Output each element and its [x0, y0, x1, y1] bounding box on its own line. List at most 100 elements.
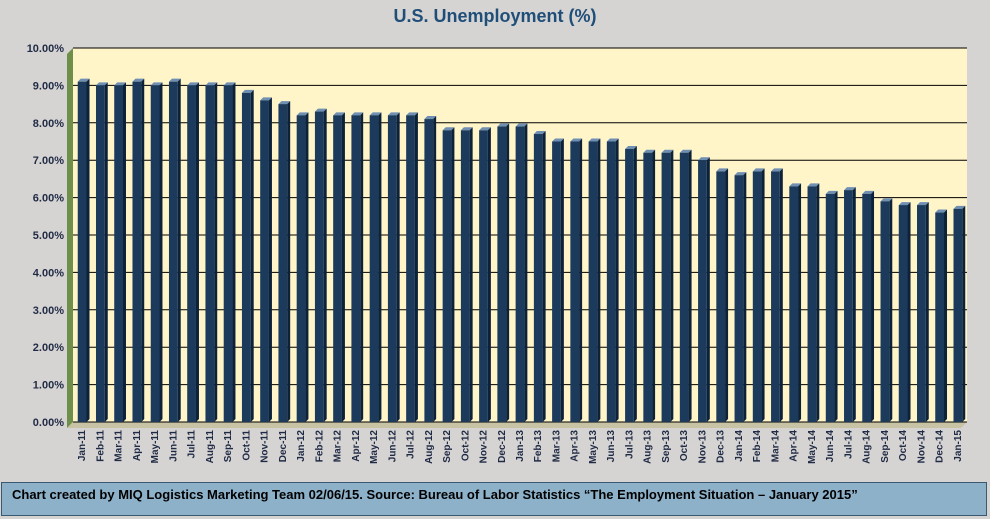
bar-front — [807, 186, 817, 422]
bar-top — [296, 112, 309, 116]
bar-side — [122, 82, 126, 423]
bar-top — [132, 78, 145, 82]
x-tick-label: Oct-14 — [898, 430, 909, 462]
x-tick-label: Jun-14 — [825, 430, 836, 463]
bar — [150, 82, 163, 423]
bar — [935, 209, 948, 422]
bar-front — [570, 141, 580, 422]
bar-side — [250, 89, 254, 422]
bar-front — [917, 205, 926, 422]
y-tick-label: 1.00% — [33, 380, 64, 392]
bar-side — [889, 198, 893, 422]
bar-side — [579, 138, 583, 422]
bar — [205, 82, 218, 423]
bar — [479, 127, 491, 422]
bar — [533, 131, 546, 422]
bar-top — [825, 190, 838, 194]
bar-front — [406, 115, 415, 422]
bar-top — [187, 82, 199, 86]
bar-top — [479, 127, 491, 131]
bar-top — [643, 149, 656, 153]
bar-front — [95, 85, 105, 423]
x-tick-label: May-12 — [369, 430, 380, 464]
bar-side — [360, 112, 364, 422]
y-tick-label: 3.00% — [33, 305, 64, 317]
x-tick-label: Dec-13 — [716, 430, 727, 463]
bar — [333, 112, 345, 422]
bar — [898, 202, 911, 422]
bar — [442, 127, 455, 422]
bar-front — [515, 126, 525, 422]
bar — [625, 145, 637, 423]
bar — [406, 112, 418, 422]
bar — [351, 112, 364, 422]
bar-top — [698, 157, 710, 161]
bar-side — [652, 149, 656, 422]
bar — [552, 138, 564, 422]
bar-side — [944, 209, 948, 422]
bar-front — [241, 92, 251, 422]
bar-side — [688, 149, 692, 422]
bar — [314, 108, 327, 422]
bar-top — [880, 198, 893, 202]
x-tick-label: Nov-11 — [260, 430, 271, 463]
x-tick-label: Jul-11 — [187, 430, 198, 459]
y-tick-label: 9.00% — [33, 80, 64, 92]
x-tick-label: Jan-14 — [734, 430, 745, 462]
x-tick-label: Apr-14 — [789, 430, 800, 462]
x-tick-label: Jul-14 — [843, 430, 854, 459]
bar-front — [880, 201, 890, 422]
y-tick-label: 5.00% — [33, 230, 64, 242]
bar-side — [779, 168, 783, 422]
bar-top — [168, 78, 181, 82]
bar — [643, 149, 656, 422]
bar-side — [433, 116, 437, 422]
bar-side — [487, 127, 491, 422]
bar-front — [114, 85, 123, 423]
bar-top — [77, 78, 90, 82]
bar-top — [953, 205, 966, 209]
bar-front — [333, 115, 342, 422]
bar — [296, 112, 309, 422]
bar — [679, 149, 692, 422]
bar-top — [862, 190, 875, 194]
bar-side — [214, 82, 218, 423]
x-tick-label: Oct-11 — [241, 430, 252, 461]
x-tick-label: Jan-12 — [296, 430, 307, 462]
bar — [387, 112, 400, 422]
x-tick-label: Jan-15 — [953, 430, 964, 462]
bar — [132, 78, 145, 422]
bar-front — [844, 190, 853, 422]
bar-side — [506, 123, 510, 422]
bar-front — [935, 212, 945, 422]
bar-side — [925, 202, 929, 422]
x-tick-label: Aug-11 — [205, 430, 216, 464]
bar-front — [132, 81, 142, 422]
bar-top — [917, 202, 929, 206]
bar-side — [761, 168, 765, 422]
bar-side — [615, 138, 619, 422]
bar-top — [570, 138, 583, 142]
bar — [606, 138, 619, 422]
bar-front — [351, 115, 361, 422]
x-tick-label: Dec-11 — [278, 430, 289, 463]
bar — [369, 112, 382, 422]
plot-floor — [67, 422, 967, 428]
y-tick-label: 0.00% — [33, 417, 64, 429]
x-tick-label: Jan-11 — [77, 430, 88, 462]
bar-side — [341, 112, 345, 422]
bar-top — [771, 168, 783, 172]
bar-top — [205, 82, 218, 86]
y-tick-label: 6.00% — [33, 193, 64, 205]
bar-top — [442, 127, 455, 131]
bar-top — [150, 82, 163, 86]
x-tick-label: Mar-14 — [770, 430, 781, 463]
bar-top — [333, 112, 345, 116]
bar — [260, 97, 272, 423]
bar-front — [698, 160, 707, 422]
x-tick-label: Aug-12 — [424, 430, 435, 464]
bar-side — [287, 101, 291, 422]
x-tick-label: Jun-13 — [606, 430, 617, 463]
bar-front — [606, 141, 616, 422]
bar-side — [962, 205, 966, 422]
